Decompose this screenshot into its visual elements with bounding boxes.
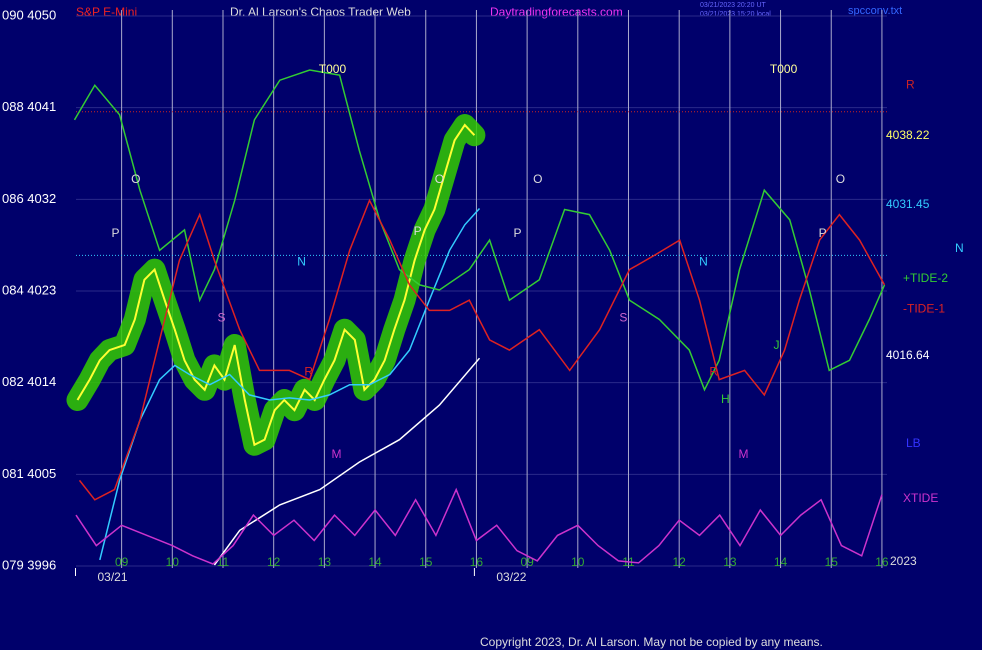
level-label: 4031.45 [886,197,930,211]
x-tick-label: 14 [368,555,382,569]
copyright: Copyright 2023, Dr. Al Larson. May not b… [480,635,823,649]
x-tick-label: 12 [267,555,281,569]
year: 2023 [890,554,917,568]
x-tick-label: 15 [825,555,839,569]
x-tick-label: 16 [875,555,889,569]
annotation: H [721,392,730,406]
y-tick-label: 090 4050 [2,7,56,22]
x-tick-label: 14 [774,555,788,569]
annotation: N [297,255,306,269]
series-line [73,69,886,392]
date-label: 03/22 [496,570,526,584]
y-tick-label: 084 4023 [2,282,56,297]
annotation: P [112,226,120,240]
side-marker: N [955,241,964,255]
annotation: R [709,365,718,379]
y-tick-label: 079 3996 [2,557,56,572]
level-label: 4038.22 [886,128,930,142]
annotation: P [819,226,827,240]
annotation: T000 [770,62,798,76]
x-tick-label: 10 [571,555,585,569]
stamp: 03/21/2023 15:20 local [700,11,771,18]
x-tick-label: 16 [470,555,484,569]
annotation: J [774,338,780,352]
annotation: S [619,311,627,325]
y-tick-label: 081 4005 [2,466,56,481]
annotation: R [304,365,313,379]
series-line [78,198,886,501]
x-tick-label: 15 [419,555,433,569]
annotation: N [699,255,708,269]
x-tick-label: 13 [723,555,737,569]
side-label: LB [906,436,921,450]
annotation: O [836,172,845,186]
file: spcconv.txt [848,5,902,17]
x-tick-label: 10 [166,555,180,569]
x-tick-label: 09 [520,555,534,569]
symbol: S&P E-Mini [76,5,137,19]
series-line [99,207,481,561]
annotation: O [533,172,542,186]
x-tick-label: 13 [318,555,332,569]
x-tick-label: 09 [115,555,129,569]
annotation: O [131,172,140,186]
legend-label: +TIDE-2 [903,271,948,285]
legend-label: XTIDE [903,491,938,505]
x-tick-label: 12 [673,555,687,569]
date-label: 03/21 [97,570,127,584]
annotation: P [414,224,422,238]
legend-label: -TIDE-1 [903,302,945,316]
y-tick-label: 086 4032 [2,191,56,206]
annotation: P [513,226,521,240]
series-line [76,123,476,447]
annotation: O [435,172,444,186]
annotation: M [332,447,342,461]
annotation: M [739,447,749,461]
x-tick-label: 11 [217,555,230,569]
stamp: 03/21/2023 20:20 UT [700,2,766,9]
annotation: T000 [319,62,347,76]
side-label: R [906,77,915,91]
annotation: S [217,311,225,325]
y-tick-label: 082 4014 [2,374,56,389]
chart-title: Dr. Al Larson's Chaos Trader Web [230,5,411,19]
y-tick-label: 088 4041 [2,99,56,114]
series-line [75,487,883,565]
site: Daytradingforecasts.com [490,5,623,19]
level-label: 4016.64 [886,348,930,362]
